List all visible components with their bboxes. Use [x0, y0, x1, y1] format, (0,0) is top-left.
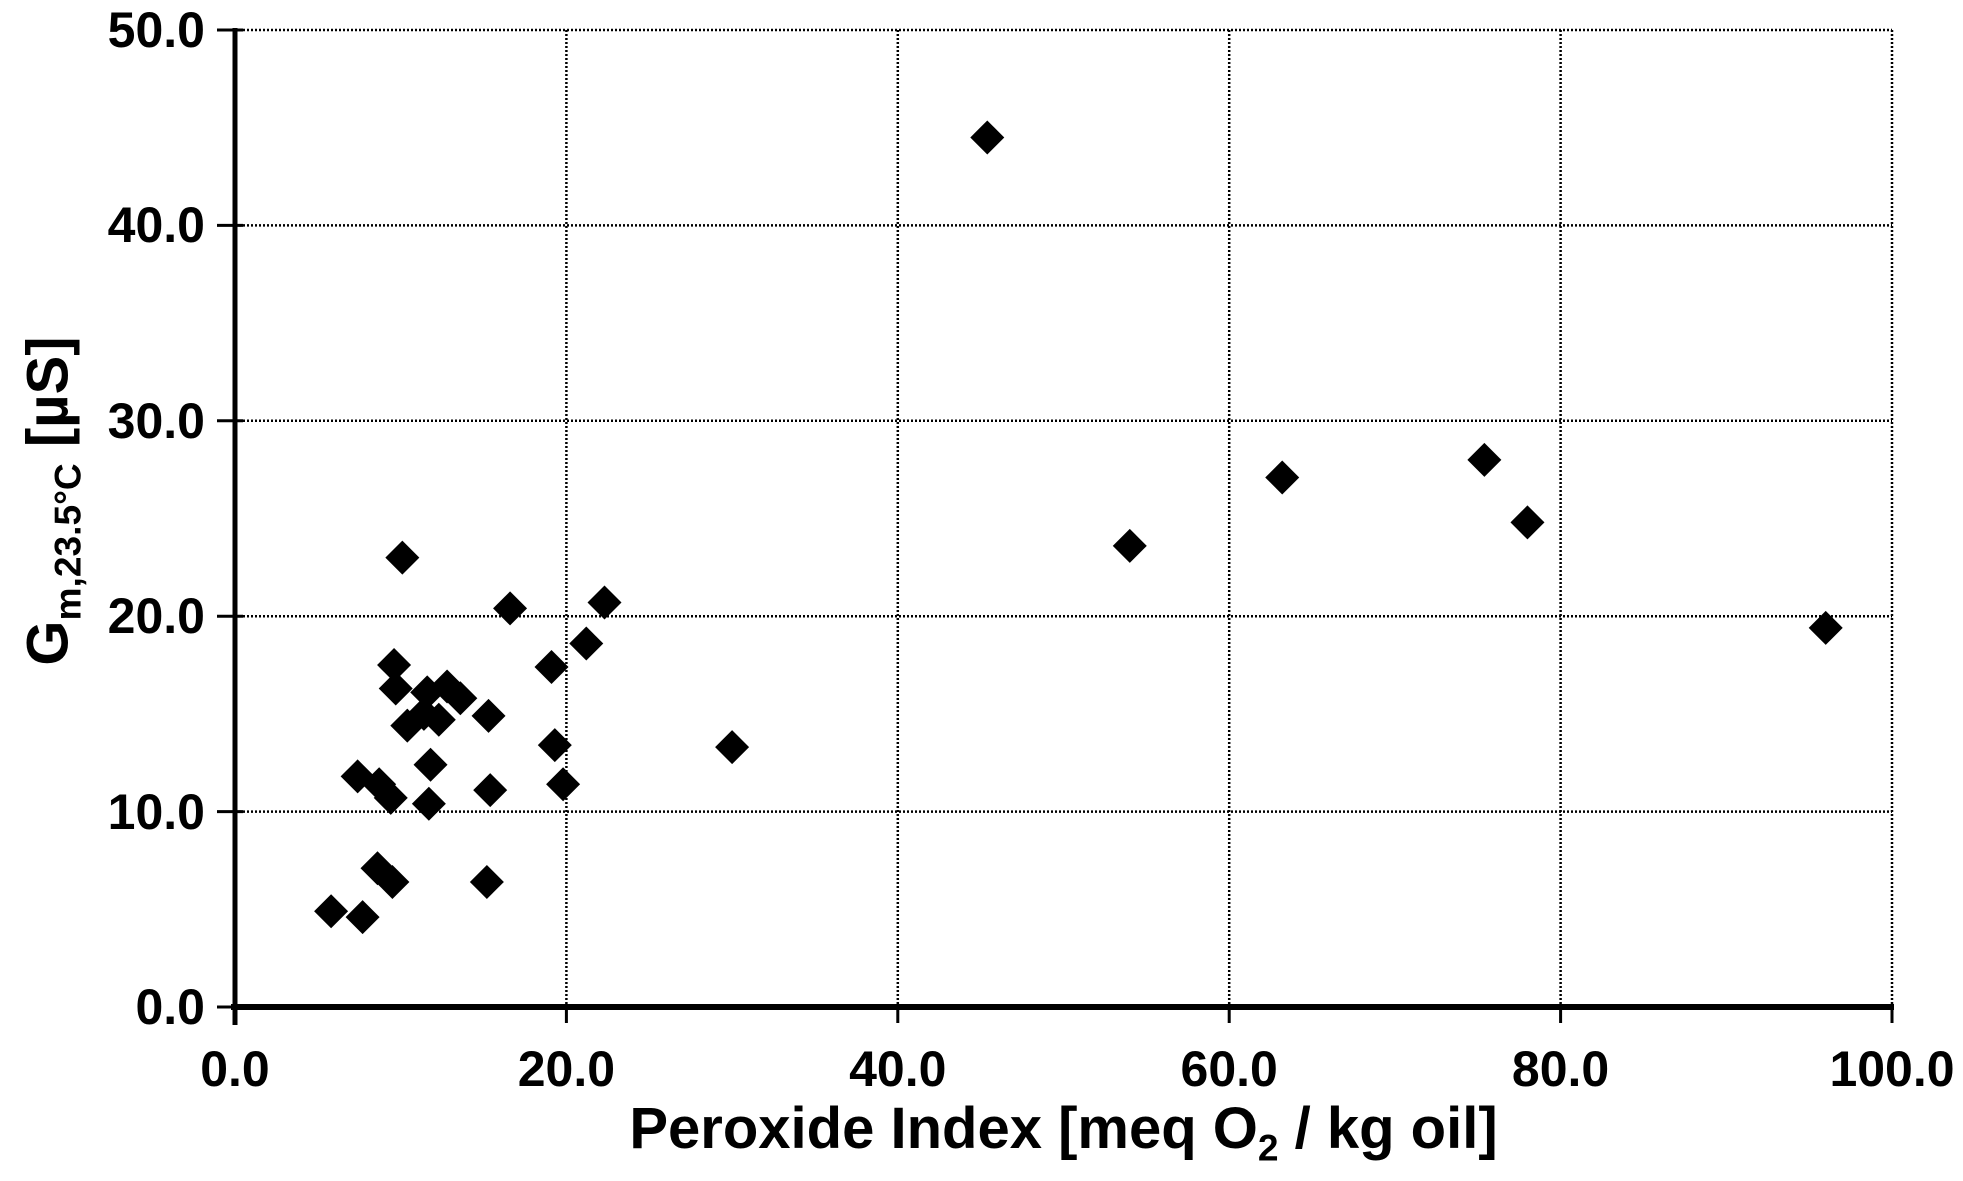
y-axis-title-text: G	[15, 619, 81, 666]
data-point-diamond	[546, 767, 581, 802]
x-tick-label: 60.0	[1180, 1041, 1278, 1097]
data-point-diamond	[1510, 505, 1545, 540]
data-point-diamond	[1808, 610, 1843, 645]
y-axis-title: Gm,23.5°C [µS]	[15, 336, 90, 665]
data-point-diamond	[421, 702, 456, 737]
y-tick-label: 0.0	[135, 979, 205, 1035]
data-point-diamond	[970, 120, 1005, 155]
data-point-diamond	[345, 900, 380, 935]
data-point-diamond	[1467, 442, 1502, 477]
data-point-diamond	[1265, 460, 1300, 495]
data-point-diamond	[469, 864, 504, 899]
data-point-diamond	[314, 894, 349, 929]
y-tick-label: 40.0	[107, 197, 205, 254]
x-tick-label: 100.0	[1829, 1041, 1955, 1097]
data-point-diamond	[587, 585, 622, 620]
data-point-diamond	[378, 671, 413, 706]
data-point-diamond	[373, 780, 408, 815]
y-axis-title-subscript: m,23.5°C	[46, 462, 89, 620]
x-axis-title: Peroxide Index [meq O2 / kg oil]	[629, 1095, 1497, 1170]
data-point-diamond	[569, 626, 604, 661]
y-tick-label: 30.0	[107, 392, 205, 449]
x-axis-title-text: Peroxide Index [meq O	[629, 1096, 1258, 1161]
y-tick-label: 50.0	[107, 2, 205, 58]
data-point-diamond	[493, 591, 528, 626]
data-point-diamond	[473, 773, 508, 808]
x-axis-title-subscript: 2	[1257, 1126, 1279, 1169]
y-tick-label: 20.0	[107, 588, 205, 645]
x-tick-label: 80.0	[1511, 1041, 1610, 1097]
y-axis-title-unit: [µS]	[15, 335, 81, 463]
data-point-diamond	[471, 698, 506, 733]
data-point-diamond	[534, 650, 569, 685]
y-tick-label: 10.0	[107, 783, 205, 840]
data-point-diamond	[385, 540, 420, 575]
data-point-diamond	[715, 730, 750, 765]
x-axis-title-unit: / kg oil]	[1278, 1096, 1498, 1161]
x-tick-label: 20.0	[517, 1041, 616, 1097]
x-tick-label: 0.0	[200, 1041, 270, 1097]
data-point-diamond	[537, 728, 572, 763]
data-point-diamond	[377, 648, 412, 683]
data-point-diamond	[375, 864, 410, 899]
data-point-diamond	[411, 786, 446, 821]
data-point-diamond	[1112, 528, 1147, 563]
data-point-diamond	[443, 681, 478, 716]
data-point-diamond	[413, 747, 448, 782]
x-tick-label: 40.0	[849, 1041, 947, 1097]
